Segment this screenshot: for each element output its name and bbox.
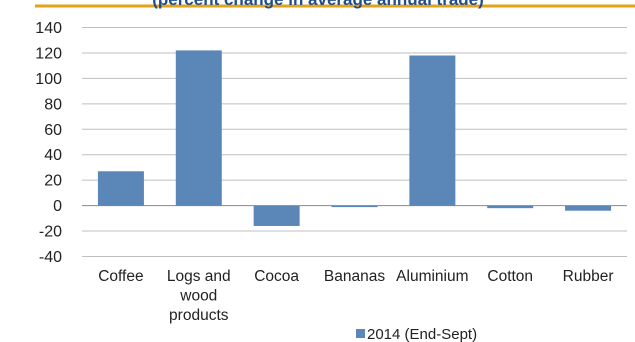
y-tick-label: 100: [35, 71, 62, 88]
y-tick-label: 140: [35, 20, 62, 37]
x-category-label: Bananas: [324, 268, 385, 285]
bar-bananas: [331, 205, 378, 208]
y-tick-label: 80: [44, 96, 62, 113]
y-tick-label: 40: [44, 147, 62, 164]
bar-logs-and-wood-products: [175, 50, 222, 206]
y-tick-label: 0: [53, 198, 62, 215]
bar-aluminium: [409, 55, 456, 206]
gridlines: [82, 27, 627, 257]
bar-cotton: [487, 205, 534, 209]
y-axis-tick-labels: -40 -20 0 20 40 60 80 100 120 140: [35, 20, 62, 266]
y-tick-label: 120: [35, 45, 62, 62]
y-tick-label: -40: [39, 249, 62, 266]
x-category-label: Coffee: [98, 268, 143, 285]
legend-label: 2014 (End-Sept): [367, 326, 477, 342]
x-category-label: Aluminium: [396, 268, 468, 285]
y-tick-label: 20: [44, 173, 62, 190]
x-category-label: Logs and wood products: [167, 268, 231, 324]
y-tick-label: 60: [44, 122, 62, 139]
y-tick-label: -20: [39, 224, 62, 241]
x-category-label: Cotton: [487, 268, 533, 285]
x-axis-category-labels: Coffee Logs and wood products Cocoa Bananas Al…: [98, 268, 613, 324]
bar-cocoa: [253, 205, 300, 226]
x-category-label: Rubber: [563, 268, 614, 285]
chart-title: (percent change in average annual trade): [152, 0, 484, 9]
x-category-label: Cocoa: [254, 268, 299, 285]
legend: 2014 (End-Sept): [356, 326, 477, 342]
legend-swatch: [356, 329, 365, 338]
bars: [97, 50, 612, 226]
bar-rubber: [565, 205, 612, 211]
bar-coffee: [97, 171, 144, 206]
